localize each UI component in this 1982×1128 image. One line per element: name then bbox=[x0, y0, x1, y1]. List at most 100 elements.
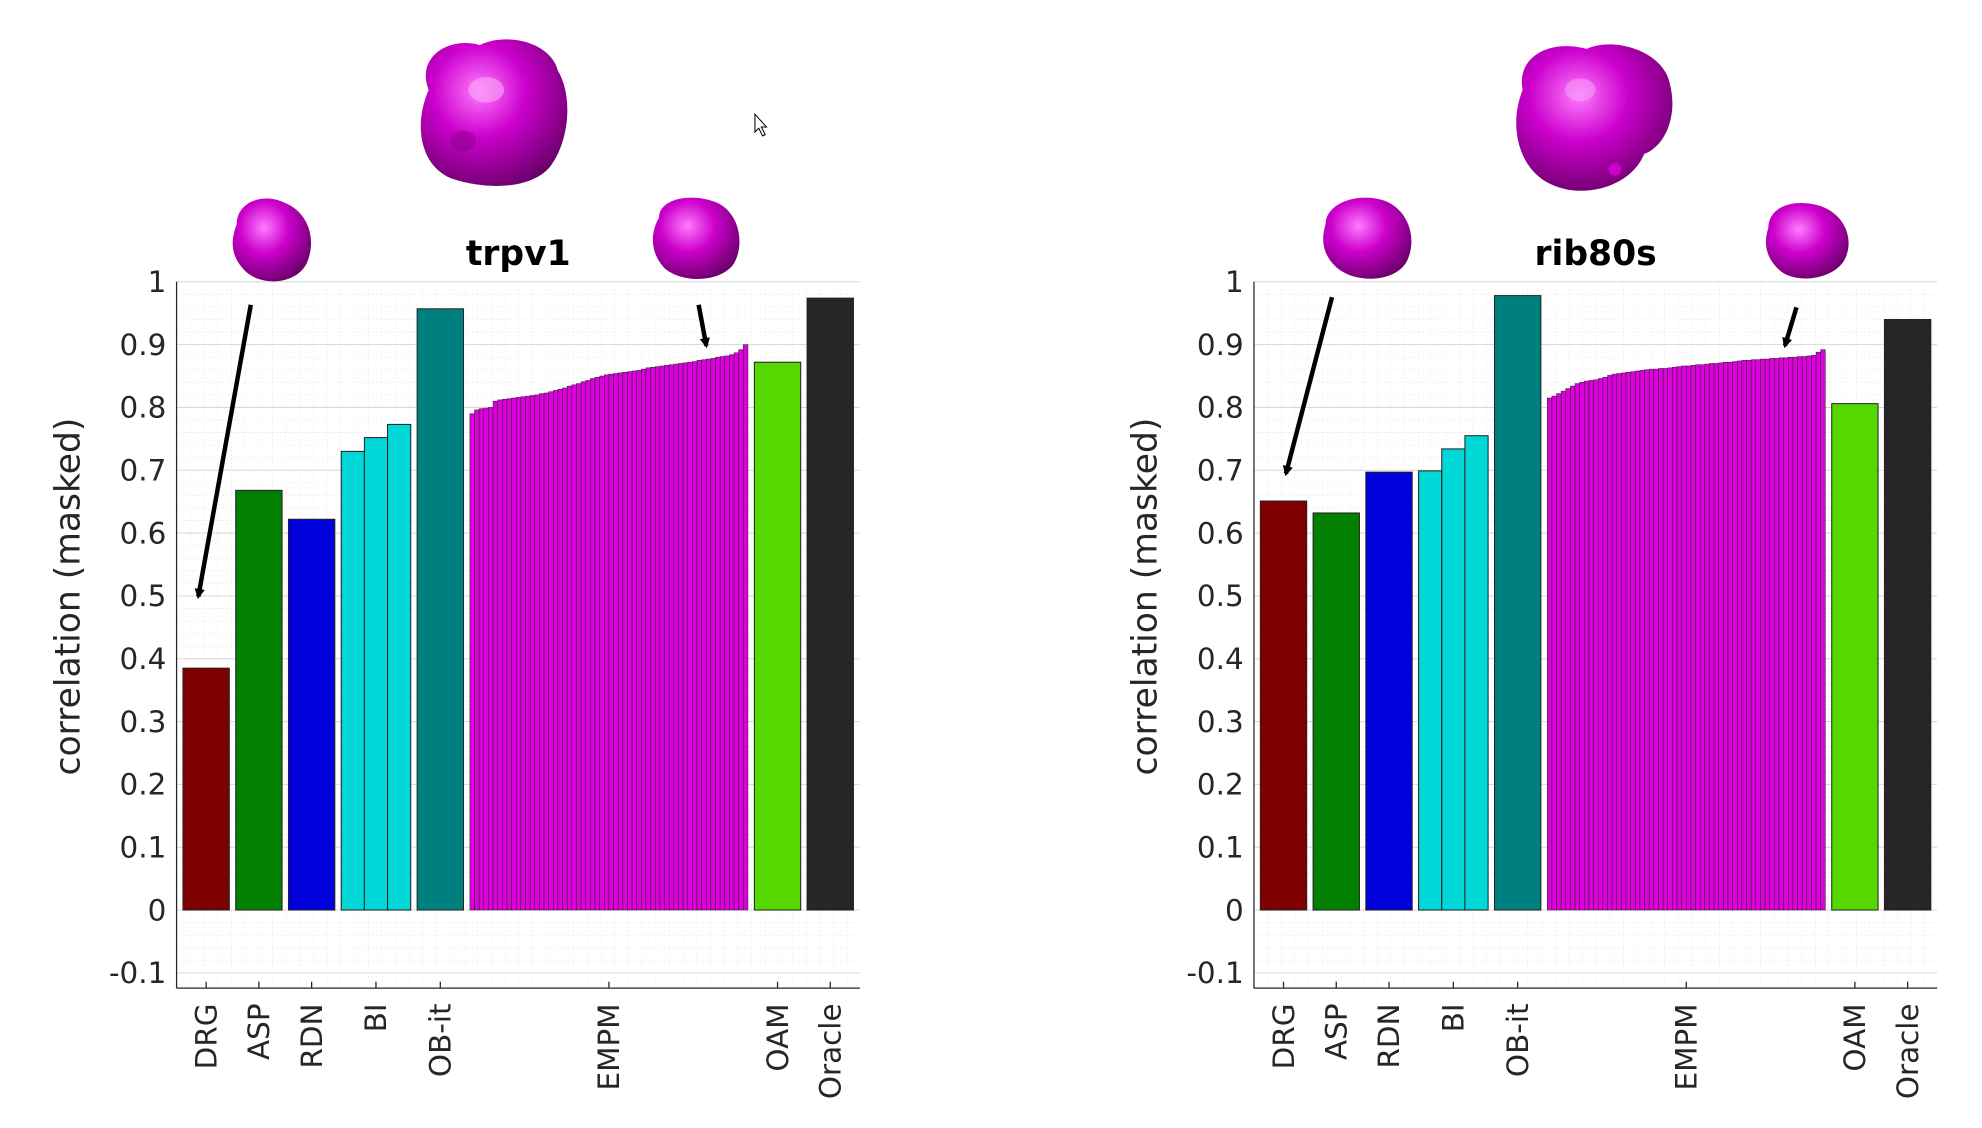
bar-empm bbox=[1546, 397, 1553, 911]
bar-rdn bbox=[1365, 471, 1413, 911]
bar-empm bbox=[1621, 372, 1627, 911]
bar-empm bbox=[488, 407, 494, 911]
bar-empm bbox=[566, 385, 573, 911]
bar-empm bbox=[478, 408, 485, 911]
bar-empm bbox=[483, 407, 489, 911]
bar-empm bbox=[1704, 363, 1710, 911]
bar-empm bbox=[539, 393, 545, 911]
bar-empm bbox=[701, 359, 707, 911]
bar-empm bbox=[515, 397, 522, 911]
bar-empm bbox=[1718, 362, 1724, 911]
rib80s-molecule-small-left bbox=[1323, 197, 1412, 279]
rib80s-molecule-small-right bbox=[1765, 202, 1849, 279]
bar-empm bbox=[1723, 361, 1729, 911]
bar-empm bbox=[627, 371, 633, 911]
bar-empm bbox=[729, 354, 735, 911]
bar-empm bbox=[636, 370, 642, 911]
bar-empm bbox=[1741, 360, 1747, 911]
trpv1-molecule-large bbox=[420, 39, 568, 186]
bar-empm bbox=[1565, 388, 1571, 911]
bar-empm bbox=[576, 383, 582, 911]
bar-empm bbox=[1806, 355, 1812, 911]
rib80s-molecule-large bbox=[1516, 44, 1673, 191]
bar-empm bbox=[1584, 380, 1590, 911]
y-tick-label: 1 bbox=[148, 265, 167, 299]
bar-empm bbox=[1774, 358, 1780, 911]
bar-empm bbox=[1764, 358, 1770, 911]
arrow-to-empm-rib80s bbox=[1782, 306, 1799, 349]
rib80s-chart: -0.1 0 0.1 0.2 0.3 0.4 0.5 0.6 0.7 0.8 0.9 1 DRG ASP R… bbox=[1126, 234, 1938, 1099]
bar-empm bbox=[1611, 373, 1618, 911]
bar-empm bbox=[1778, 357, 1784, 911]
bar-bi bbox=[363, 437, 389, 911]
bar-empm bbox=[724, 355, 730, 911]
bar-empm bbox=[1750, 359, 1757, 911]
bar-empm bbox=[529, 395, 536, 911]
y-tick-label: 0 bbox=[1225, 893, 1244, 927]
bar-empm bbox=[1625, 371, 1631, 911]
y-tick-label: -0.1 bbox=[109, 956, 166, 990]
bar-bi bbox=[1464, 435, 1489, 911]
bar-empm bbox=[553, 390, 559, 911]
bar-empm bbox=[1648, 368, 1655, 911]
bar-empm bbox=[534, 394, 540, 911]
bar-empm bbox=[1597, 378, 1604, 911]
bar-empm bbox=[696, 360, 702, 911]
bar-empm bbox=[1755, 359, 1761, 911]
bar-empm bbox=[1801, 356, 1808, 911]
bar-empm bbox=[1820, 349, 1826, 911]
bar-empm bbox=[664, 365, 670, 911]
arrow-to-drg-rib80s bbox=[1282, 296, 1335, 477]
y-tick-label: 0.4 bbox=[120, 642, 167, 676]
x-tick-label: DRG bbox=[1267, 1003, 1301, 1069]
bar-empm bbox=[1709, 363, 1715, 911]
bar-empm bbox=[655, 366, 661, 911]
bar-empm bbox=[599, 375, 605, 911]
bar-empm bbox=[1695, 364, 1701, 911]
bar-empm bbox=[1686, 365, 1692, 911]
bar-drg bbox=[182, 667, 230, 911]
bar-empm bbox=[1792, 356, 1798, 911]
bar-empm bbox=[543, 392, 549, 911]
y-tick-label: 0.3 bbox=[120, 705, 167, 739]
arrow-to-drg-trpv1 bbox=[194, 304, 253, 600]
bar-empm bbox=[1672, 366, 1678, 911]
bar-ob-it bbox=[416, 308, 464, 911]
bar-empm bbox=[1570, 385, 1576, 911]
bar-empm bbox=[673, 363, 679, 911]
bar-empm bbox=[668, 364, 675, 911]
y-tick-label: 0.5 bbox=[1197, 579, 1244, 613]
bar-asp bbox=[1312, 512, 1360, 911]
y-tick-label: 0.5 bbox=[120, 579, 167, 613]
bar-empm bbox=[1560, 390, 1567, 911]
x-tick-label: RDN bbox=[1372, 1003, 1406, 1068]
bar-empm bbox=[645, 367, 651, 911]
bar-empm bbox=[613, 373, 619, 911]
bar-empm bbox=[571, 384, 577, 911]
bar-empm bbox=[474, 409, 480, 911]
bar-oam bbox=[753, 361, 802, 911]
y-tick-label: 0.8 bbox=[120, 391, 167, 425]
y-tick-label: 1 bbox=[1225, 265, 1244, 299]
y-tick-label: 0.7 bbox=[120, 453, 167, 487]
y-tick-label: 0.1 bbox=[120, 830, 167, 864]
bar-oracle bbox=[806, 297, 854, 911]
y-tick-label: 0.6 bbox=[1197, 516, 1244, 550]
trpv1-molecule-small-left bbox=[232, 198, 312, 282]
bar-empm bbox=[719, 356, 726, 911]
arrow-to-empm-trpv1 bbox=[696, 304, 710, 349]
bar-empm bbox=[1607, 375, 1613, 911]
bar-empm bbox=[590, 378, 596, 911]
chart-title: trpv1 bbox=[466, 234, 571, 274]
y-tick-label: 0.8 bbox=[1197, 391, 1244, 425]
x-tick-label: Oracle bbox=[1891, 1003, 1925, 1099]
mouse-cursor-icon bbox=[754, 112, 768, 137]
bar-empm bbox=[705, 358, 712, 911]
bar-empm bbox=[631, 370, 637, 911]
y-tick-label: -0.1 bbox=[1186, 956, 1243, 990]
x-tick-label: OAM bbox=[1838, 1003, 1872, 1071]
bar-empm bbox=[520, 396, 526, 911]
y-tick-label: 0.1 bbox=[1197, 830, 1244, 864]
bar-empm bbox=[1602, 377, 1608, 911]
